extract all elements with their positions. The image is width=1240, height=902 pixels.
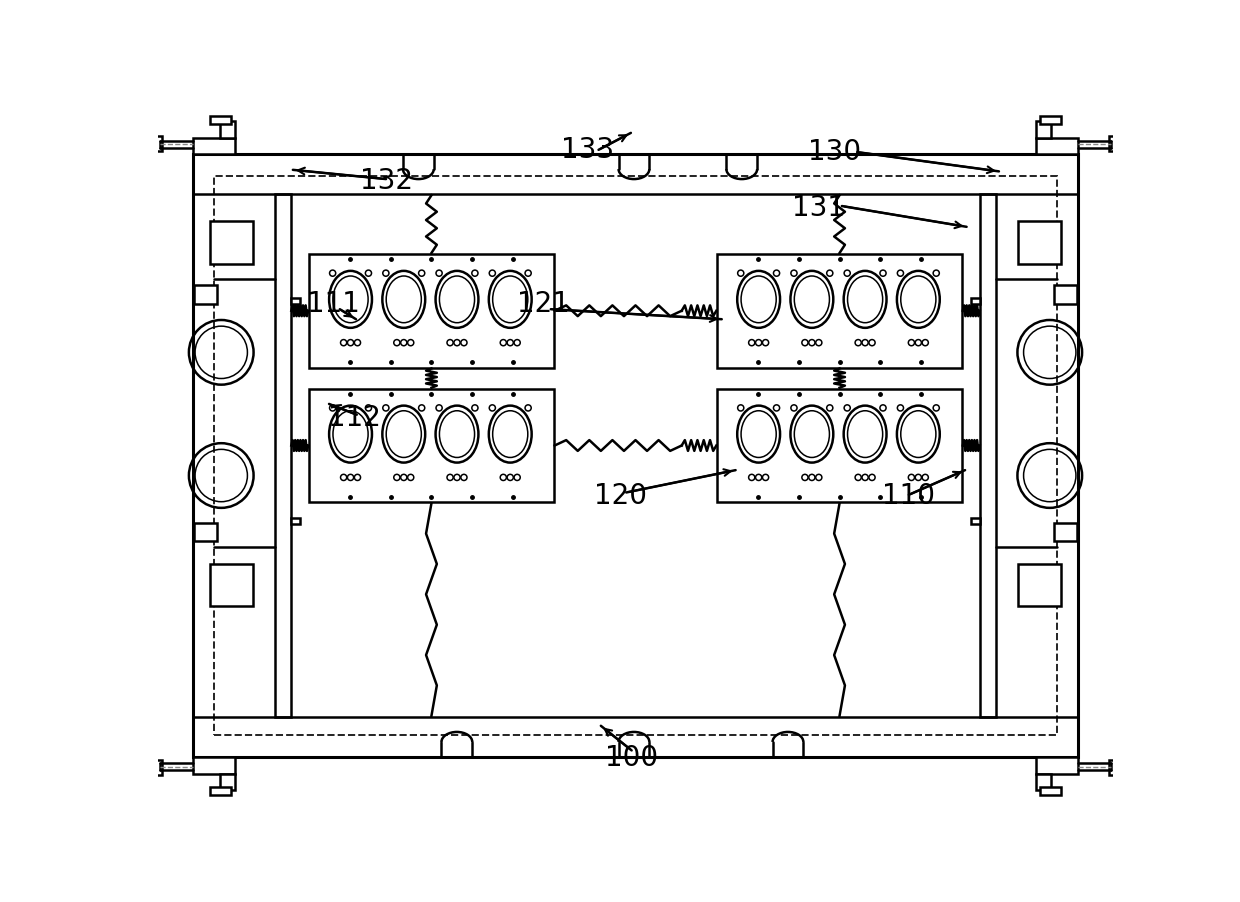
Text: 130: 130: [807, 138, 861, 166]
Bar: [192, 137, 236, 154]
Bar: [1035, 774, 1052, 790]
Bar: [1035, 137, 1079, 154]
Bar: [1115, 147, 1121, 153]
Bar: [1115, 770, 1121, 777]
Text: 133: 133: [562, 136, 614, 164]
Bar: [192, 154, 1079, 757]
Bar: [971, 298, 981, 304]
Bar: [211, 564, 253, 606]
Bar: [1109, 136, 1118, 152]
Text: 110: 110: [883, 483, 935, 511]
Text: 132: 132: [360, 167, 413, 195]
Bar: [195, 285, 217, 304]
Bar: [971, 518, 981, 524]
Bar: [215, 176, 1056, 735]
Bar: [1040, 787, 1061, 795]
Bar: [192, 757, 236, 774]
Bar: [150, 147, 156, 153]
Bar: [1054, 522, 1076, 541]
Bar: [290, 298, 300, 304]
Bar: [150, 770, 156, 777]
Bar: [1035, 757, 1079, 774]
Bar: [1040, 116, 1061, 124]
Bar: [210, 787, 231, 795]
Bar: [1018, 564, 1060, 606]
Bar: [981, 195, 996, 716]
Bar: [219, 774, 236, 790]
Bar: [1018, 221, 1060, 263]
Bar: [1054, 285, 1076, 304]
Text: 112: 112: [329, 404, 381, 432]
Bar: [717, 253, 962, 368]
Bar: [150, 761, 156, 768]
Bar: [275, 195, 290, 716]
Bar: [1109, 759, 1118, 775]
Text: 120: 120: [594, 483, 646, 511]
Bar: [1035, 121, 1052, 137]
Text: 131: 131: [792, 194, 846, 222]
Bar: [219, 121, 236, 137]
Bar: [150, 137, 156, 143]
Bar: [210, 116, 231, 124]
Bar: [211, 221, 253, 263]
Text: 100: 100: [605, 744, 658, 772]
Bar: [153, 136, 162, 152]
Bar: [290, 518, 300, 524]
Text: 121: 121: [517, 290, 569, 318]
Bar: [309, 253, 554, 368]
Bar: [195, 522, 217, 541]
Bar: [1115, 137, 1121, 143]
Bar: [153, 759, 162, 775]
Bar: [309, 389, 554, 502]
Bar: [1115, 761, 1121, 768]
Text: 111: 111: [308, 290, 360, 318]
Bar: [717, 389, 962, 502]
